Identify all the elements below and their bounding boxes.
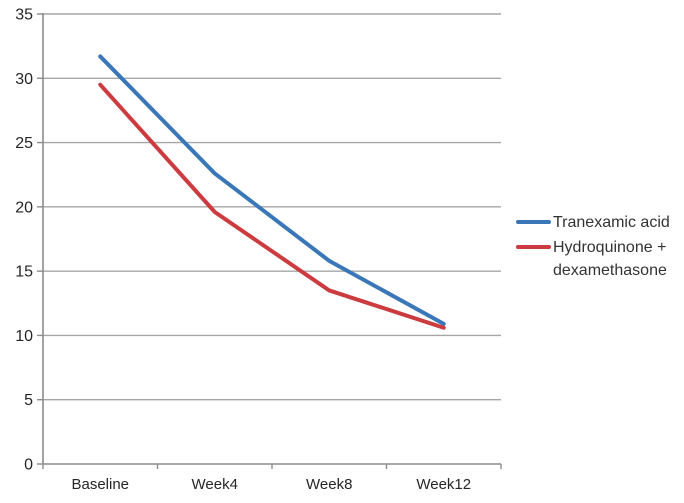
legend-marker-red-line: [516, 245, 551, 250]
x-category-label: Week8: [306, 476, 352, 493]
series-line-hydroquinone-dexamethasone: [98, 82, 446, 330]
y-tick-label: 0: [24, 457, 33, 474]
legend-marker-blue-line: [516, 220, 551, 224]
legend: Tranexamic acid Hydroquinone + dexametha…: [516, 212, 681, 285]
y-tick-label: 35: [15, 7, 33, 24]
legend-label-tranexamic-acid: Tranexamic acid: [553, 214, 670, 231]
legend-label-hydroquinone-dexamethasone: Hydroquinone + dexamethasone: [553, 239, 667, 279]
legend-item-hydroquinone-dexamethasone: Hydroquinone + dexamethasone: [516, 237, 681, 282]
y-tick-label: 15: [15, 264, 33, 281]
x-category-label: Week4: [192, 476, 238, 493]
x-category-label: Baseline: [71, 476, 129, 493]
x-category-label: Week12: [416, 476, 471, 493]
y-tick-label: 25: [15, 135, 33, 152]
y-tick-label: 30: [15, 71, 33, 88]
y-tick-label: 20: [15, 199, 33, 216]
y-tick-label: 5: [24, 392, 33, 409]
series-line-tranexamic-acid: [98, 54, 446, 326]
y-tick-label: 10: [15, 328, 33, 345]
legend-item-tranexamic-acid: Tranexamic acid: [516, 212, 681, 234]
